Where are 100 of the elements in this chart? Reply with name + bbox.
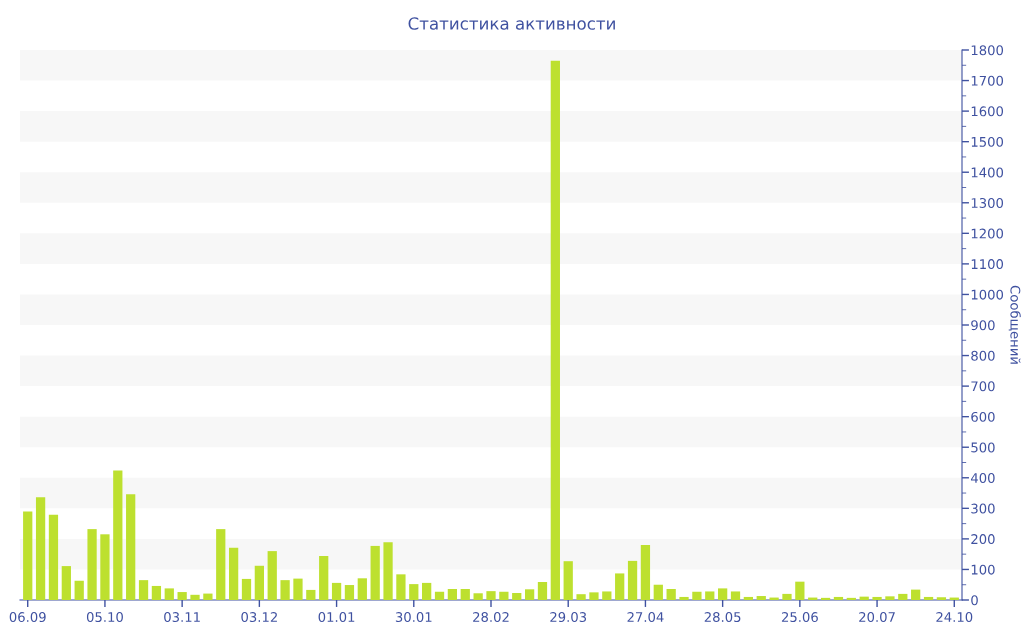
y-tick-label: 1000 [971,289,1004,300]
chart-title: Статистика активности [408,17,615,30]
y-tick-label: 700 [971,381,995,392]
bar [35,497,46,600]
y-tick-label: 400 [970,473,995,483]
bar [743,596,754,600]
x-tick-label: 24.10 [936,612,973,623]
x-tick-label: 01.01 [318,612,355,623]
bar [795,581,805,600]
bar [87,529,97,600]
bar [833,596,844,600]
bar [447,589,458,600]
bar [113,470,123,600]
x-tick-label: 03.11 [164,612,200,623]
bar [640,545,651,600]
bar [138,580,149,600]
y-tick-label: 1600 [971,106,1004,117]
x-tick-label: 30.01 [395,612,432,623]
bar [216,529,226,600]
y-tick-label: 1300 [971,198,1004,208]
bar [820,597,831,600]
bar [846,597,856,600]
x-tick-label: 28.05 [704,612,741,623]
x-tick-label: 05.10 [86,612,123,623]
bar [898,593,908,600]
x-tick-label: 03.12 [241,612,277,623]
bar [936,597,947,600]
bar [344,585,355,600]
y-tick-label: 1100 [971,259,1004,270]
x-tick-label: 20.07 [859,612,895,623]
y-tick-label: 1400 [971,167,1004,178]
y-tick-label: 1500 [971,136,1004,147]
bar [718,588,728,600]
x-tick-label: 25.06 [781,612,818,623]
bar [306,589,316,600]
bar [537,581,548,600]
bar [190,594,200,600]
bar [589,592,599,600]
y-tick-label: 900 [971,320,995,331]
bar [61,566,71,600]
bar [254,565,264,600]
y-axis-title: Сообщений [1008,285,1021,364]
bar [615,573,625,600]
bar [499,591,509,600]
bar [473,593,483,600]
y-tick-label: 500 [971,442,995,453]
bar [923,596,934,600]
bar [23,511,33,600]
bar [782,593,792,600]
y-tick-label: 600 [971,411,995,422]
x-tick-label: 06.09 [9,612,46,623]
bar [74,580,84,600]
bar [460,589,470,600]
y-tick-label: 100 [971,564,995,575]
bar [550,60,560,600]
bar [396,574,406,600]
y-tick-label: 800 [971,350,995,361]
bar [653,584,663,600]
bar [370,545,380,600]
bar [228,547,239,600]
bar [280,580,290,600]
y-tick-label: 1200 [971,228,1004,239]
bar [679,596,689,600]
bar [357,578,367,600]
bar [293,578,303,600]
y-tick-label: 0 [971,595,978,606]
x-tick-label: 27.04 [627,612,664,623]
y-tick-label: 1800 [971,45,1004,56]
bar [563,561,573,600]
bar [164,588,174,600]
bar [872,596,882,600]
bar [203,593,213,600]
y-tick-label: 1700 [971,75,1004,86]
bar [422,582,432,600]
bar [730,591,741,600]
bar [177,592,187,600]
bar [911,589,921,600]
bar [409,584,419,600]
y-tick-label: 200 [971,534,995,545]
y-tick-label: 300 [971,503,995,514]
bar [666,589,676,600]
bar [705,591,715,600]
x-tick-label: 28.02 [473,612,509,623]
bar [319,556,329,600]
bar [126,494,136,600]
bar [692,591,702,600]
bar [627,560,638,600]
x-tick-label: 29.03 [550,612,587,623]
bar [151,585,162,600]
bar [512,592,522,600]
bar [383,542,393,600]
bar [48,514,59,600]
bar [486,591,496,600]
bar [331,582,342,600]
bar [100,534,110,600]
bar [885,596,895,600]
bar [524,589,535,600]
bar [602,591,612,600]
bar [434,591,445,600]
bar [576,594,586,600]
